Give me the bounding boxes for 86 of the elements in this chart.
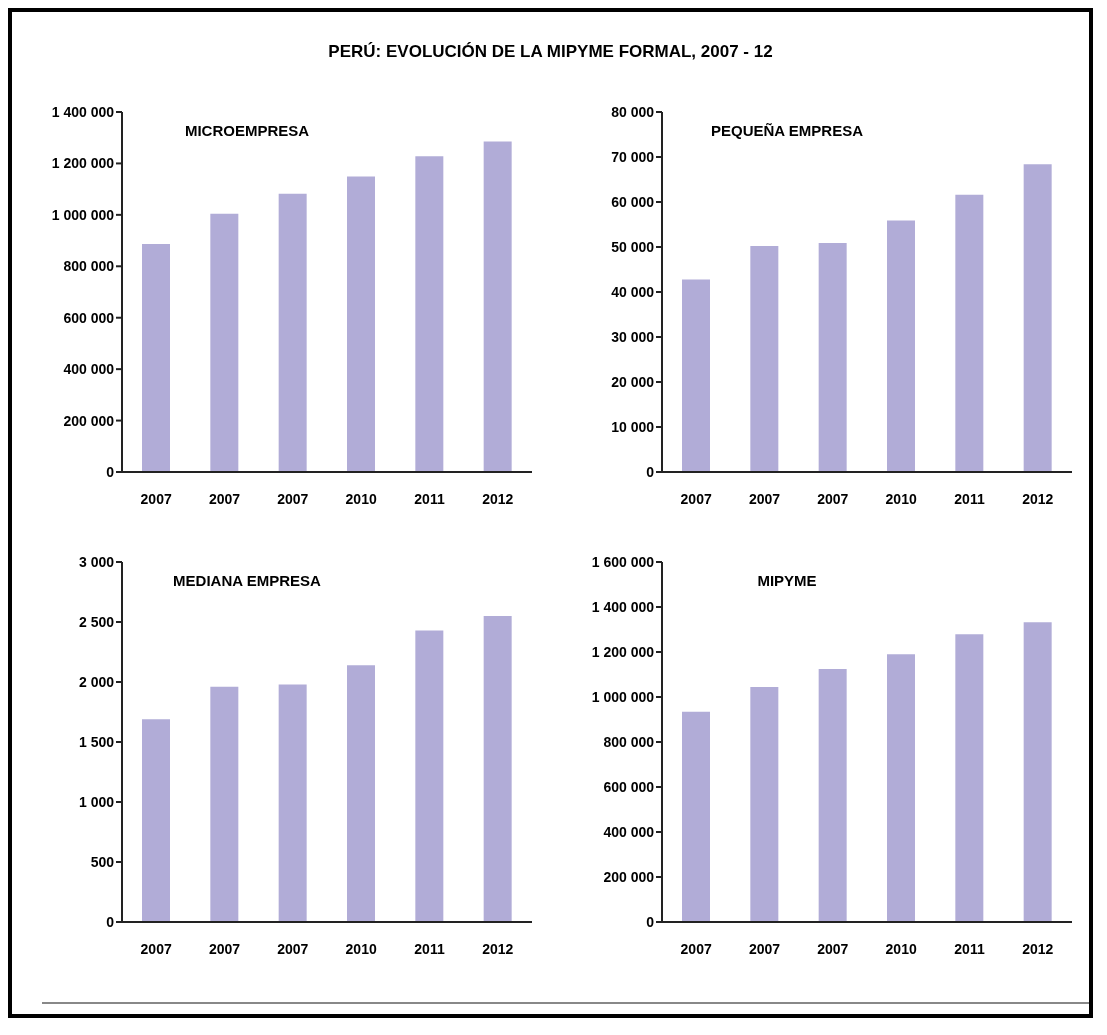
bar: [483, 616, 512, 922]
y-tick-label: 1 200 000: [591, 643, 655, 660]
x-tick-label: 2011: [954, 940, 985, 957]
y-tick-label: 400 000: [603, 823, 655, 840]
y-tick-label: 70 000: [611, 148, 655, 165]
text: MEDIANA EMPRESA: [172, 572, 322, 589]
x-tick-label: 2011: [414, 940, 445, 957]
y-tick-label: 0: [106, 463, 115, 480]
y-tick-label: 2 000: [78, 673, 115, 690]
x-tick-label: 2010: [345, 940, 377, 957]
y-tick-label: 1 500: [78, 733, 115, 750]
bar: [278, 193, 307, 472]
x-tick-label: 2007: [680, 490, 712, 507]
x-tick-label: 2012: [482, 490, 514, 507]
x-tick-label: 2007: [680, 940, 712, 957]
y-tick-label: 500: [90, 853, 115, 870]
x-tick-label: 2007: [817, 490, 849, 507]
x-tick-label: 2010: [345, 490, 377, 507]
x-tick-label: 2007: [140, 940, 172, 957]
y-tick-label: 800 000: [63, 258, 115, 275]
y-tick-label: 1 200 000: [51, 155, 115, 172]
y-tick-label: 1 000: [78, 793, 115, 810]
bar: [415, 156, 444, 472]
y-tick-label: 200 000: [603, 868, 655, 885]
y-tick-label: 1 000 000: [51, 206, 115, 223]
y-tick-label: 0: [106, 913, 115, 930]
y-tick-label: 2 500: [78, 613, 115, 630]
bar: [818, 242, 847, 472]
bar: [1023, 622, 1052, 922]
bar: [750, 686, 779, 922]
y-tick-label: 10 000: [611, 418, 655, 435]
y-tick-label: 1 600 000: [591, 553, 655, 570]
bar: [955, 194, 984, 472]
x-tick-label: 2007: [208, 940, 241, 957]
bar: [1023, 164, 1052, 472]
x-tick-label: 2012: [482, 940, 514, 957]
bar: [347, 176, 375, 472]
x-tick-label: 2012: [1022, 490, 1054, 507]
bar: [347, 665, 375, 922]
text: MICROEMPRESA: [183, 122, 311, 139]
y-tick-label: 200 000: [63, 412, 115, 429]
bar: [210, 686, 239, 922]
y-tick-label: 1 400 000: [51, 103, 115, 120]
bar: [750, 246, 779, 472]
x-tick-label: 2011: [954, 490, 985, 507]
bar: [682, 711, 710, 922]
text: PEQUEÑA EMPRESA: [710, 122, 864, 139]
x-tick-label: 2010: [885, 490, 917, 507]
x-tick-label: 2007: [140, 490, 172, 507]
bar: [483, 141, 512, 472]
y-tick-label: 3 000: [78, 553, 115, 570]
x-tick-label: 2007: [277, 940, 309, 957]
x-tick-label: 2010: [885, 940, 917, 957]
bar: [210, 213, 239, 472]
y-tick-label: 60 000: [611, 193, 655, 210]
bar: [415, 630, 444, 922]
text: PERÚ: EVOLUCIÓN DE LA MIPYME FORMAL, 2007 - 12: [327, 42, 774, 62]
x-tick-label: 2007: [748, 490, 781, 507]
x-tick-label: 2007: [817, 940, 849, 957]
y-tick-label: 40 000: [611, 283, 655, 300]
bar: [887, 220, 915, 472]
bar: [887, 654, 915, 922]
y-tick-label: 30 000: [611, 328, 655, 345]
y-tick-label: 400 000: [63, 361, 115, 378]
x-tick-label: 2012: [1022, 940, 1054, 957]
x-tick-label: 2007: [208, 490, 241, 507]
text: MIPYME: [756, 572, 818, 589]
y-tick-label: 600 000: [603, 778, 655, 795]
y-tick-label: 1 400 000: [591, 598, 655, 615]
y-tick-label: 1 000 000: [591, 688, 655, 705]
bar: [818, 668, 847, 922]
x-tick-label: 2011: [414, 490, 445, 507]
x-tick-label: 2007: [277, 490, 309, 507]
bar: [142, 243, 170, 472]
bar: [278, 684, 307, 922]
y-tick-label: 800 000: [603, 733, 655, 750]
y-tick-label: 50 000: [611, 238, 655, 255]
y-tick-label: 600 000: [63, 309, 115, 326]
bar: [955, 634, 984, 922]
y-tick-label: 20 000: [611, 373, 655, 390]
y-tick-label: 80 000: [611, 103, 655, 120]
x-tick-label: 2007: [748, 940, 781, 957]
y-tick-label: 0: [646, 463, 655, 480]
bar: [682, 279, 710, 472]
bar: [142, 719, 170, 922]
y-tick-label: 0: [646, 913, 655, 930]
